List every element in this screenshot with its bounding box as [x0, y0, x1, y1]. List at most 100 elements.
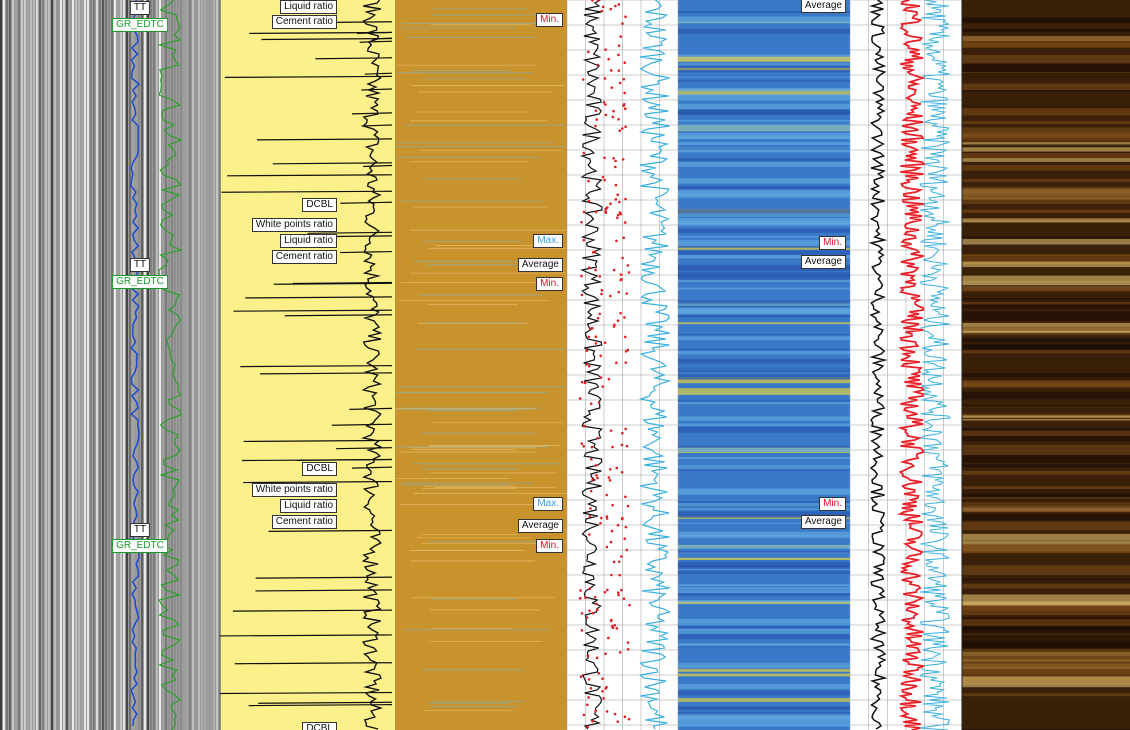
label: Max. — [533, 497, 563, 511]
dot — [590, 445, 594, 449]
image-band — [678, 56, 850, 62]
dot — [617, 53, 620, 57]
image-band — [678, 314, 850, 318]
dot — [595, 608, 599, 612]
amplitude-spike — [297, 458, 393, 462]
dot — [624, 349, 628, 353]
dot — [609, 202, 612, 206]
image-band — [678, 69, 850, 73]
dot — [617, 3, 621, 6]
dot — [600, 288, 604, 292]
amplitude-spike — [258, 701, 393, 704]
dot — [588, 609, 591, 613]
track-background — [220, 0, 395, 730]
dot — [614, 4, 617, 8]
waveform-stripe — [147, 0, 149, 730]
waveform-stripe — [201, 0, 203, 730]
dot — [623, 107, 627, 111]
image-band — [678, 67, 850, 71]
dot — [612, 325, 616, 328]
image-band — [678, 94, 850, 101]
dot — [615, 466, 619, 470]
dot — [618, 200, 621, 204]
dot — [623, 61, 627, 65]
dot — [611, 115, 615, 119]
dot — [624, 125, 627, 129]
image-band — [678, 124, 850, 131]
dot — [623, 316, 626, 319]
image-band — [962, 238, 1130, 245]
image-band — [678, 506, 850, 511]
dot — [582, 210, 586, 214]
dot — [588, 515, 592, 518]
waveform-stripe — [108, 0, 110, 730]
dot — [580, 612, 584, 615]
dot — [610, 573, 613, 577]
waveform-stripe — [42, 0, 44, 730]
dot — [605, 545, 609, 549]
waveform-stripe — [39, 0, 41, 730]
dot — [590, 326, 594, 330]
amplitude-spike — [256, 138, 393, 141]
dot — [589, 686, 593, 690]
image-band — [962, 42, 1130, 48]
waveform-stripe — [54, 0, 56, 730]
image-band — [962, 350, 1130, 354]
log-curve — [897, 0, 926, 730]
image-band — [678, 322, 850, 325]
label: Liquid ratio — [280, 499, 337, 513]
dot — [626, 504, 630, 508]
dot — [586, 703, 589, 707]
dot — [589, 489, 593, 493]
waveform-stripe — [18, 0, 20, 730]
dot — [616, 720, 620, 723]
image-band — [962, 644, 1130, 653]
image-band — [962, 345, 1130, 350]
waveform-stripe — [72, 0, 74, 730]
label: Min. — [819, 236, 846, 250]
waveform-stripe — [153, 0, 155, 730]
waveform-stripe — [114, 0, 116, 730]
dot — [613, 712, 617, 716]
dot — [617, 44, 621, 47]
image-band — [678, 351, 850, 355]
label: Average — [517, 258, 563, 272]
dot — [595, 656, 599, 660]
image-band — [678, 348, 850, 350]
waveform-stripe — [126, 0, 128, 730]
image-band — [962, 453, 1130, 463]
image-band — [962, 254, 1130, 265]
dot — [587, 678, 591, 681]
dot — [582, 445, 586, 448]
dot — [594, 335, 598, 339]
amplitude-spike — [221, 190, 393, 193]
dot — [618, 651, 622, 654]
image-band — [678, 79, 850, 82]
image-band — [678, 374, 850, 379]
amplitude-spike — [292, 281, 393, 285]
dot — [620, 277, 623, 281]
image-band — [678, 10, 850, 13]
dot — [587, 179, 590, 183]
dot — [615, 361, 618, 365]
dot — [587, 335, 591, 339]
dot — [620, 517, 624, 521]
dot — [618, 573, 621, 577]
dot — [609, 69, 613, 72]
image-band — [962, 338, 1130, 343]
dot — [609, 540, 613, 544]
waveform-stripe — [0, 0, 2, 730]
log-curve — [360, 0, 384, 730]
image-band — [678, 250, 850, 255]
waveform-stripe — [84, 0, 86, 730]
image-band — [962, 153, 1130, 159]
dot — [589, 507, 592, 510]
label: Min. — [536, 13, 563, 27]
image-band — [678, 601, 850, 604]
amplitude-spike — [351, 466, 393, 469]
amplitude-spike — [245, 296, 393, 299]
dot — [594, 268, 597, 272]
dot — [614, 165, 617, 169]
dot — [578, 397, 582, 400]
amplitude-spike — [351, 112, 393, 115]
